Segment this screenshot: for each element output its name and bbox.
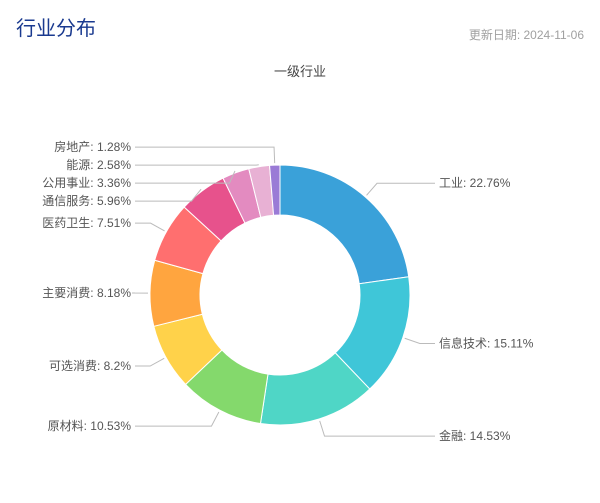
leader-line	[135, 223, 165, 231]
slice-label-0: 工业: 22.76%	[439, 176, 511, 190]
slice-label-4: 可选消费: 8.2%	[49, 359, 131, 373]
leader-line	[135, 358, 164, 366]
slice-label-5: 主要消费: 8.18%	[42, 286, 131, 300]
slice-label-10: 房地产: 1.28%	[54, 139, 131, 154]
update-date: 更新日期: 2024-11-06	[469, 26, 584, 43]
slice-label-1: 信息技术: 15.11%	[439, 336, 534, 351]
leader-line	[135, 189, 201, 201]
slice-label-3: 原材料: 10.53%	[48, 419, 132, 433]
donut-svg: 工业: 22.76% 信息技术: 15.11% 金融: 14.53% 房地产: 1.2…	[0, 80, 600, 500]
chart-subtitle: 一级行业	[0, 61, 600, 80]
slice-label-8: 公用事业: 3.36%	[42, 176, 131, 190]
slice-label-6: 医药卫生: 7.51%	[42, 216, 131, 230]
slice-label-9: 能源: 2.58%	[66, 158, 131, 172]
leader-line	[135, 147, 275, 163]
header: 行业分布 更新日期: 2024-11-06	[0, 0, 600, 43]
leader-line	[405, 338, 435, 343]
donut-chart: 工业: 22.76% 信息技术: 15.11% 金融: 14.53% 房地产: 1.2…	[0, 80, 600, 500]
leader-line	[320, 421, 435, 436]
slice-label-2: 金融: 14.53%	[439, 428, 511, 443]
leader-line	[135, 412, 219, 426]
slice-label-7: 通信服务: 5.96%	[42, 193, 131, 208]
leader-line	[367, 183, 435, 195]
page-title: 行业分布	[16, 12, 96, 41]
